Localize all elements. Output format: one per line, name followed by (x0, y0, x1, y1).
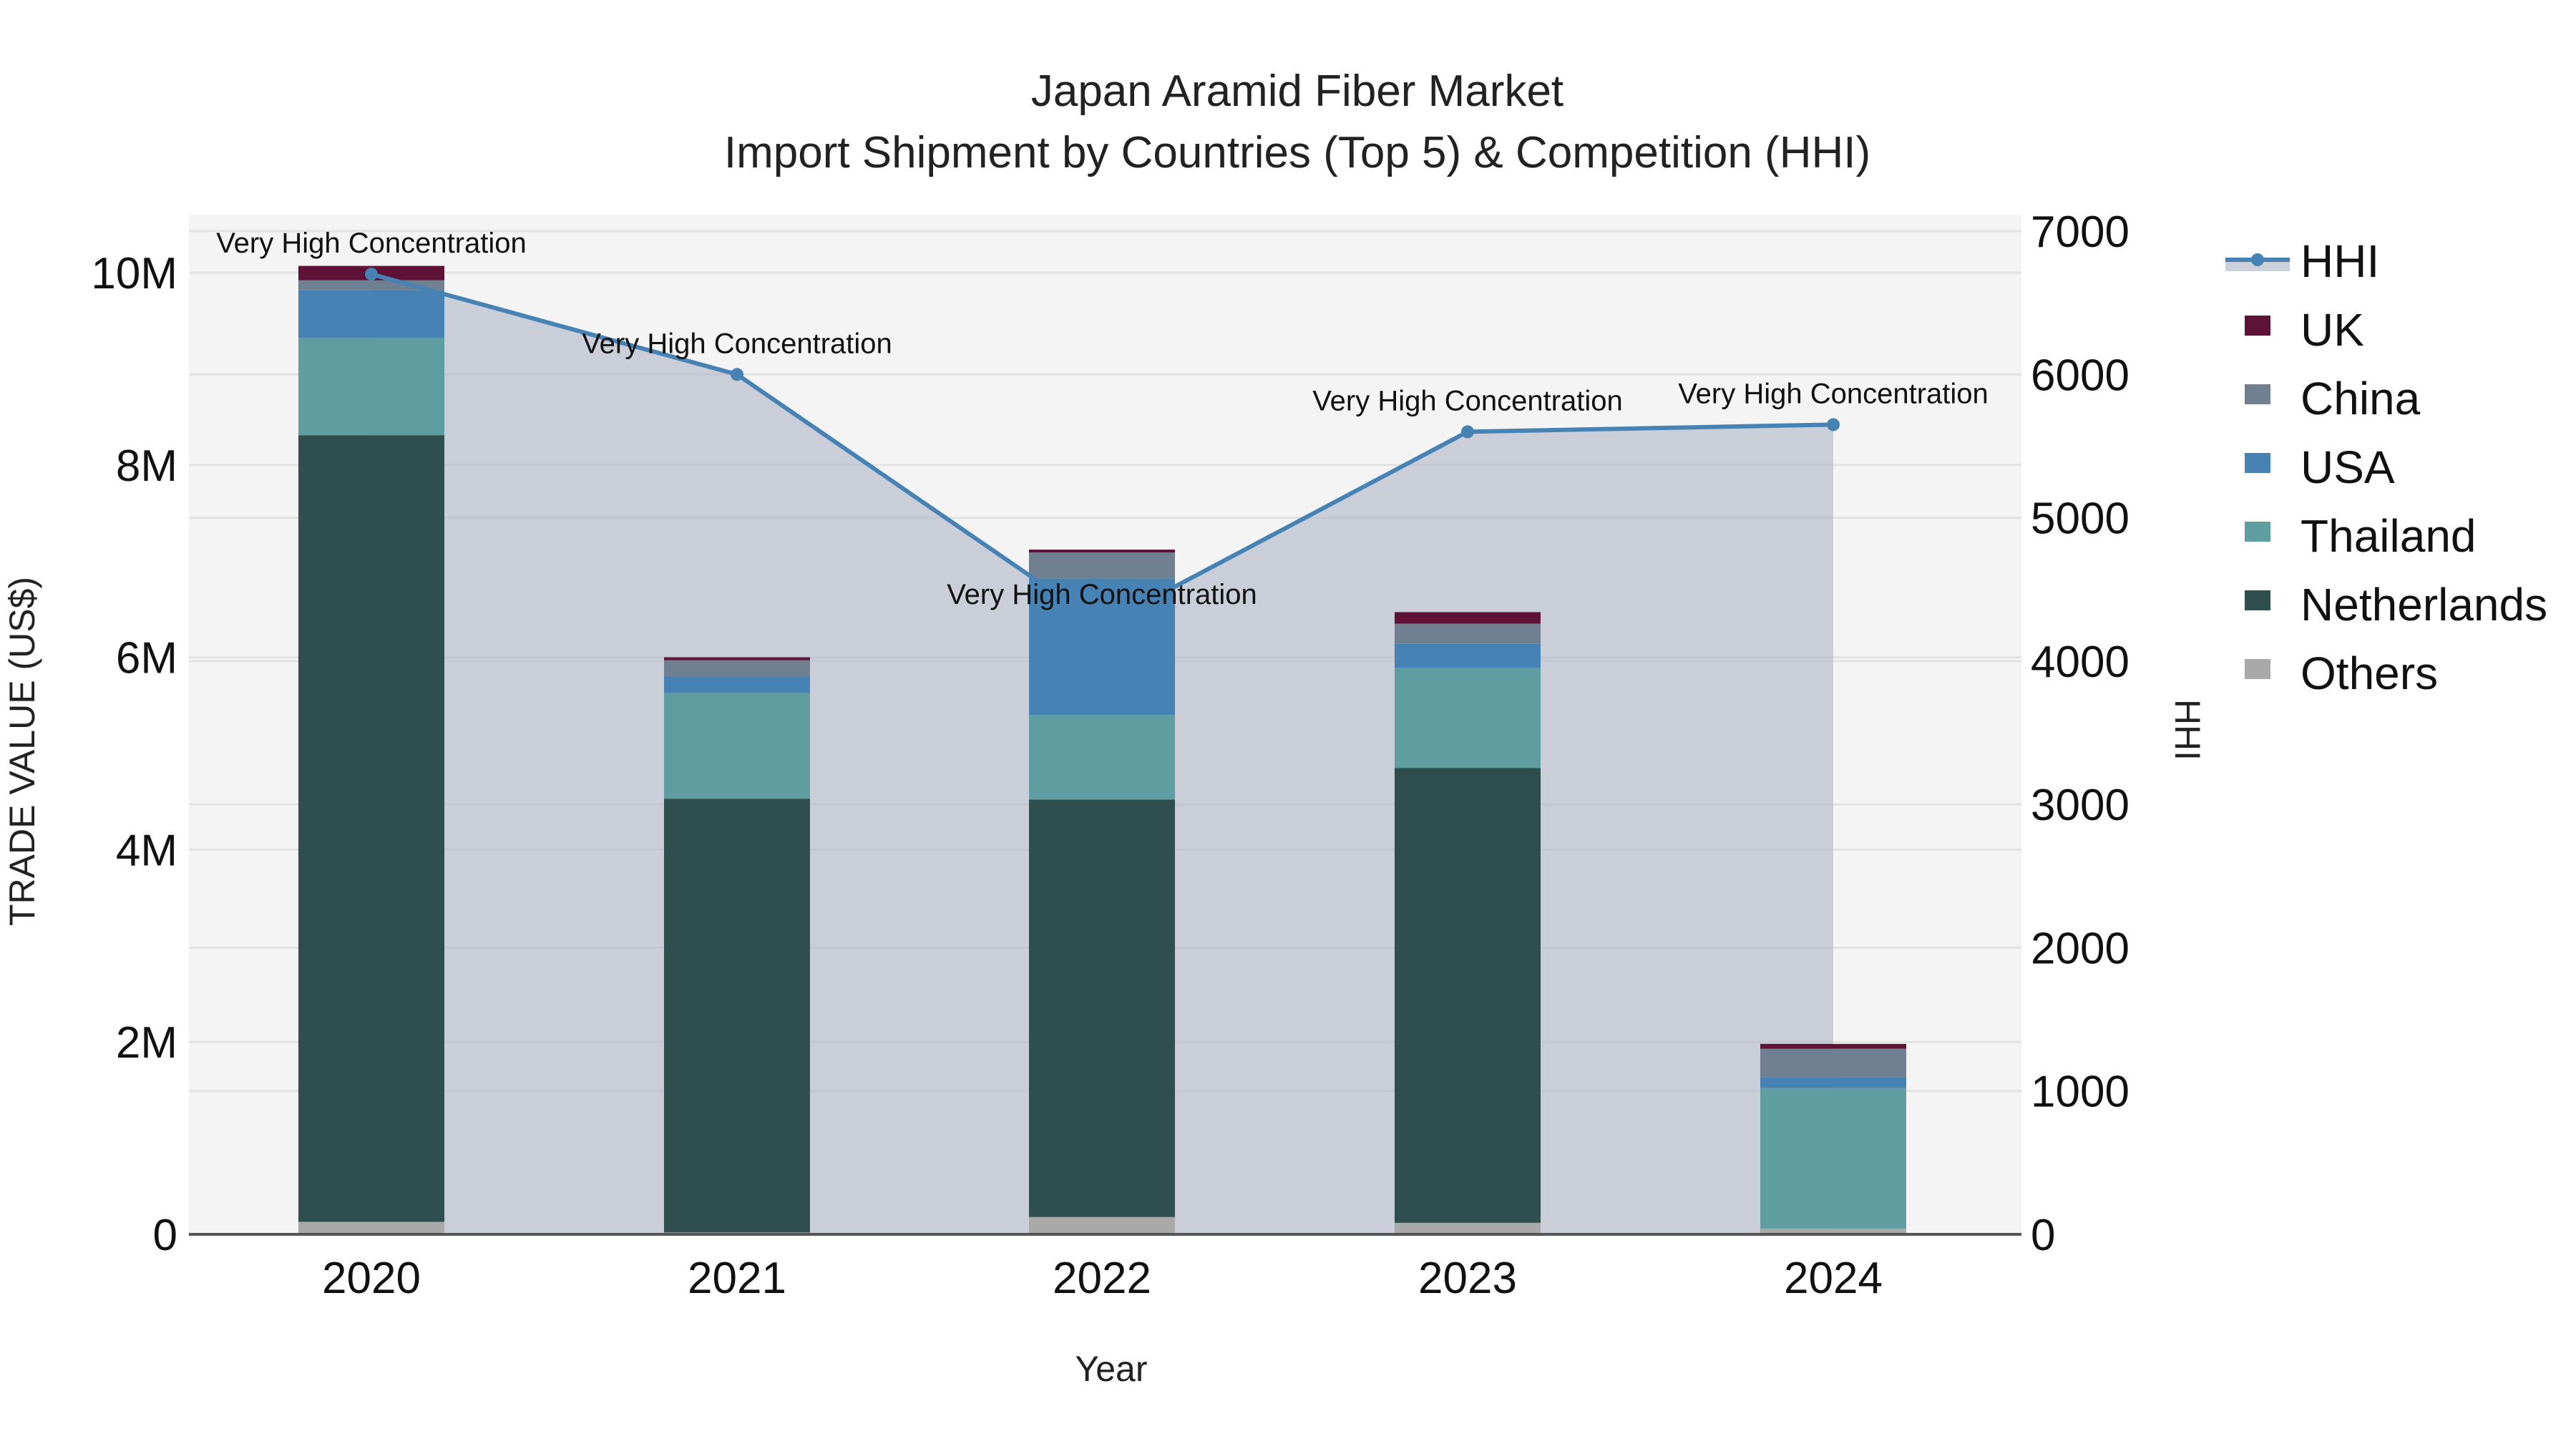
legend-swatch-icon (2245, 384, 2270, 404)
y-tick-label: 10M (91, 249, 177, 298)
legend-swatch-icon (2245, 453, 2270, 473)
bar-segment-uk (664, 657, 810, 660)
legend-label: Others (2301, 648, 2438, 699)
legend-label: Netherlands (2301, 579, 2547, 630)
bar-segment-thailand (664, 693, 810, 799)
y-tick-label: 2M (116, 1018, 177, 1068)
bar-segment-others (298, 1221, 444, 1234)
x-axis-title: Year (1075, 1349, 1147, 1389)
hhi-line (365, 268, 1840, 632)
bar-segment-china (664, 660, 810, 677)
y2-tick-label: 2000 (2031, 924, 2129, 973)
y2-tick-label: 1000 (2031, 1068, 2129, 1117)
legend-label: USA (2301, 441, 2395, 493)
legend-swatch-icon (2245, 590, 2270, 610)
legend-hhi-marker-icon (2251, 253, 2264, 266)
y-tick-label: 0 (153, 1211, 177, 1260)
bar-segment-usa (1760, 1077, 1906, 1088)
bar-2022 (1029, 550, 1175, 1234)
bar-segment-others (1760, 1228, 1906, 1234)
bar-2021 (664, 657, 810, 1234)
y-axis-left: 0 2M 4M 6M 8M 10M (91, 249, 177, 1260)
legend-item-others: Others (2245, 648, 2438, 699)
chart-title: Japan Aramid Fiber Market Import Shipmen… (724, 67, 1870, 177)
bar-segment-usa (298, 290, 444, 338)
y-tick-label: 6M (116, 634, 177, 683)
y2-tick-label: 6000 (2031, 351, 2129, 400)
x-tick-label: 2021 (688, 1254, 786, 1303)
bar-2023 (1395, 612, 1541, 1234)
legend: HHI UK China USA Thailand Netherlands Others (2225, 235, 2547, 699)
bar-segment-uk (1760, 1043, 1906, 1049)
bar-segment-usa (1395, 643, 1541, 668)
bar-segment-thailand (298, 338, 444, 436)
bar-2024 (1760, 1043, 1906, 1234)
legend-item-china: China (2245, 373, 2421, 424)
y-tick-label: 4M (116, 826, 177, 875)
x-tick-label: 2023 (1418, 1254, 1517, 1303)
legend-swatch-icon (2245, 316, 2270, 336)
hhi-annotation-2022: Very High Concentration (947, 579, 1257, 610)
legend-label: Thailand (2301, 510, 2477, 562)
legend-item-netherlands: Netherlands (2245, 579, 2547, 630)
y2-tick-label: 7000 (2031, 208, 2129, 257)
x-axis: 2020 2021 2022 2023 2024 (322, 1254, 1883, 1303)
bar-segment-uk (1029, 550, 1175, 553)
y-axis-right: 0 1000 2000 3000 4000 5000 6000 7000 (2031, 208, 2129, 1260)
y2-tick-label: 0 (2031, 1211, 2055, 1260)
stacked-bars (298, 265, 1906, 1234)
legend-item-usa: USA (2245, 441, 2395, 493)
bar-segment-china (1395, 623, 1541, 644)
bar-segment-netherlands (1029, 799, 1175, 1217)
bar-segment-others (1029, 1216, 1175, 1234)
legend-item-thailand: Thailand (2245, 510, 2477, 562)
bar-2020 (298, 265, 444, 1234)
bar-segment-thailand (1029, 715, 1175, 800)
y2-axis-title: HHI (2167, 699, 2207, 761)
y2-tick-label: 3000 (2031, 781, 2129, 830)
x-tick-label: 2020 (322, 1254, 421, 1303)
bar-segment-netherlands (1395, 768, 1541, 1223)
legend-label: China (2301, 373, 2421, 424)
bar-segment-netherlands (664, 799, 810, 1233)
legend-label: UK (2301, 304, 2364, 356)
hhi-annotations: Very High Concentration Very High Concent… (216, 228, 1989, 610)
hhi-marker-2024 (1827, 418, 1840, 431)
legend-item-hhi: HHI (2225, 235, 2379, 287)
chart-subtitle: Import Shipment by Countries (Top 5) & C… (724, 128, 1870, 177)
bar-segment-uk (1395, 612, 1541, 624)
hhi-annotation-2021: Very High Concentration (582, 328, 892, 359)
hhi-annotation-2024: Very High Concentration (1678, 378, 1989, 409)
legend-item-uk: UK (2245, 304, 2364, 356)
bar-segment-thailand (1760, 1088, 1906, 1229)
legend-swatch-icon (2245, 522, 2270, 542)
legend-label: HHI (2301, 235, 2379, 287)
y2-tick-label: 4000 (2031, 638, 2129, 687)
hhi-marker-2022 (1096, 618, 1108, 632)
x-tick-label: 2022 (1053, 1254, 1151, 1303)
hhi-annotation-2023: Very High Concentration (1312, 385, 1623, 416)
bar-segment-others (1395, 1222, 1541, 1234)
bar-segment-china (1760, 1048, 1906, 1078)
y2-tick-label: 5000 (2031, 494, 2129, 544)
y-axis-title: TRADE VALUE (US$) (2, 577, 42, 926)
bar-segment-china (1029, 552, 1175, 579)
legend-swatch-icon (2245, 659, 2270, 679)
hhi-annotation-2020: Very High Concentration (216, 228, 527, 259)
hhi-marker-2020 (365, 268, 378, 281)
hhi-marker-2021 (731, 368, 743, 381)
bar-segment-thailand (1395, 668, 1541, 769)
bar-segment-usa (664, 676, 810, 693)
chart-title-line1: Japan Aramid Fiber Market (1031, 67, 1563, 116)
y-tick-label: 8M (116, 441, 177, 491)
hhi-marker-2023 (1461, 425, 1474, 439)
bar-segment-netherlands (298, 435, 444, 1222)
x-tick-label: 2024 (1784, 1254, 1883, 1303)
